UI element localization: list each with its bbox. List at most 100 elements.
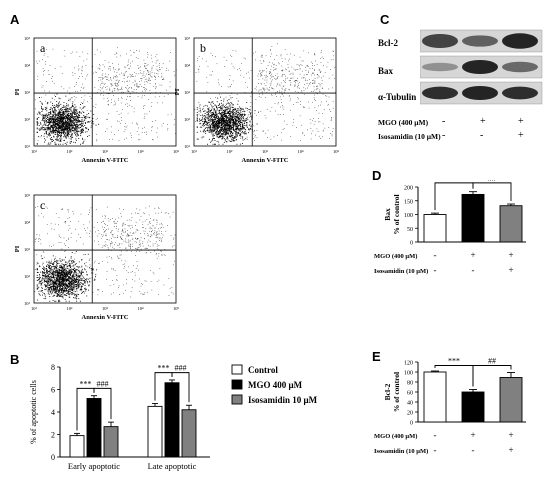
treatment-label: MGO (400 μM) (374, 253, 417, 260)
treatment-sign: - (434, 445, 437, 455)
flow-y-tick: 10⁵ (24, 193, 31, 198)
legend-swatch (231, 379, 243, 390)
y-tick-label: 2 (51, 431, 55, 440)
legend-label: Control (248, 365, 278, 375)
legend-swatch (231, 394, 243, 405)
treatment-sign: - (434, 250, 437, 260)
flow-x-tick: 10² (227, 149, 234, 154)
treatment-sign: - (434, 430, 437, 440)
treatment-label-mgo: MGO (400 μM) (378, 118, 429, 127)
y-axis-label: % of apoptotic cells (29, 380, 38, 444)
flow-y-tick: 10⁵ (184, 36, 191, 41)
sign-mgo-2: + (480, 116, 486, 127)
flow-y-tick: 10² (24, 117, 31, 122)
flow-x-tick: 10³ (262, 149, 269, 154)
y-tick-label: 100 (404, 371, 413, 377)
band-label-bax: Bax (378, 66, 394, 76)
chart-b: 0 2 4 6 8 % of apoptotic cells Early apoptotic… (29, 363, 318, 471)
flow-y-tick: 10¹ (24, 144, 31, 149)
flow-x-tick: 10⁵ (333, 149, 340, 154)
significance-label: ## (488, 180, 496, 183)
y-tick-label: 6 (51, 386, 55, 395)
y-tick-label: 50 (407, 227, 413, 233)
treatment-sign: + (508, 265, 513, 275)
flow-x-tick: 10² (67, 306, 74, 311)
sign-mgo-3: + (518, 116, 524, 127)
flow-y-tick: 10² (184, 117, 191, 122)
blot-bands (420, 29, 543, 105)
flow-y-tick: 10³ (184, 90, 191, 95)
flow-y-tick: 10⁴ (184, 63, 191, 68)
y-tick-label: 0 (410, 241, 413, 247)
western-blot: Bcl-2 Bax α-Tubulin MGO (400 μM) Isosami… (378, 28, 546, 163)
flow-y-tick: 10⁴ (24, 220, 31, 225)
sign-mgo-1: - (442, 116, 446, 127)
significance-label: ### (97, 379, 109, 388)
flow-sub-label: b (200, 41, 206, 55)
y-tick-label: 80 (407, 381, 413, 387)
y-tick-label: 40 (407, 401, 413, 407)
y-axis-label: Bax (383, 208, 392, 221)
flow-x-axis-label: Annexin V-FITC (242, 157, 289, 164)
y-axis-label: % of control (392, 372, 401, 412)
flow-y-tick: 10⁴ (24, 63, 31, 68)
flow-x-tick: 10⁴ (138, 149, 145, 154)
bar (181, 409, 197, 458)
y-axis-label: Bcl-2 (383, 383, 392, 400)
y-tick-label: 0 (51, 453, 55, 462)
flow-y-tick: 10³ (24, 247, 31, 252)
blot-strip-bcl2 (420, 29, 543, 53)
flow-x-tick: 10¹ (31, 306, 38, 311)
bar (86, 398, 102, 458)
y-tick-label: 100 (404, 213, 413, 219)
bar (103, 426, 119, 458)
blot-strip-bax (420, 55, 543, 79)
significance-label: *** (448, 357, 460, 366)
blot-strip-tubulin (420, 81, 543, 105)
flow-y-axis-label: PI (14, 245, 21, 252)
y-tick-label: 60 (407, 391, 413, 397)
significance-label: *** (80, 379, 92, 388)
bar (147, 405, 163, 458)
treatment-sign: + (470, 250, 475, 260)
bar (423, 214, 447, 243)
treatment-label: MGO (400 μM) (374, 433, 417, 440)
flow-y-axis-label: PI (14, 88, 21, 95)
treatment-label: Isosamidin (10 μM) (374, 268, 428, 275)
flow-x-tick: 10² (67, 149, 74, 154)
panel-letter-c: C (380, 12, 390, 27)
flow-x-tick: 10⁵ (173, 149, 180, 154)
treatment-sign: + (470, 430, 475, 440)
panel-letter-a: A (10, 12, 20, 27)
panel-letter-d: D (372, 168, 382, 183)
flow-x-tick: 10³ (102, 306, 109, 311)
y-tick-label: 8 (51, 363, 55, 372)
legend-label: MGO 400 μM (248, 380, 303, 390)
bar (423, 371, 447, 423)
chart-e: 0 20 40 60 80 100 120 Bcl-2% of control *** ## MGO… (374, 357, 526, 455)
treatment-sign: + (508, 445, 513, 455)
flow-y-tick: 10¹ (24, 301, 31, 306)
flow-x-tick: 10⁵ (173, 306, 180, 311)
significance-label: *** (448, 180, 460, 183)
y-tick-label: 0 (410, 421, 413, 427)
treatment-sign: - (472, 265, 475, 275)
bar (164, 382, 180, 458)
sign-iso-1: - (442, 130, 446, 141)
significance-label: *** (158, 364, 170, 373)
band-label-tubulin: α-Tubulin (378, 92, 417, 102)
band-label-bcl2: Bcl-2 (378, 38, 398, 48)
flow-y-tick: 10¹ (184, 144, 191, 149)
bar (69, 435, 85, 458)
category-label: Early apoptotic (68, 461, 120, 471)
treatment-sign: - (472, 445, 475, 455)
panel-letter-e: E (372, 349, 381, 364)
y-tick-label: 20 (407, 411, 413, 417)
flow-sub-label: c (40, 198, 45, 212)
flow-x-tick: 10⁴ (138, 306, 145, 311)
y-tick-label: 4 (51, 408, 55, 417)
significance-label: ### (175, 364, 187, 373)
